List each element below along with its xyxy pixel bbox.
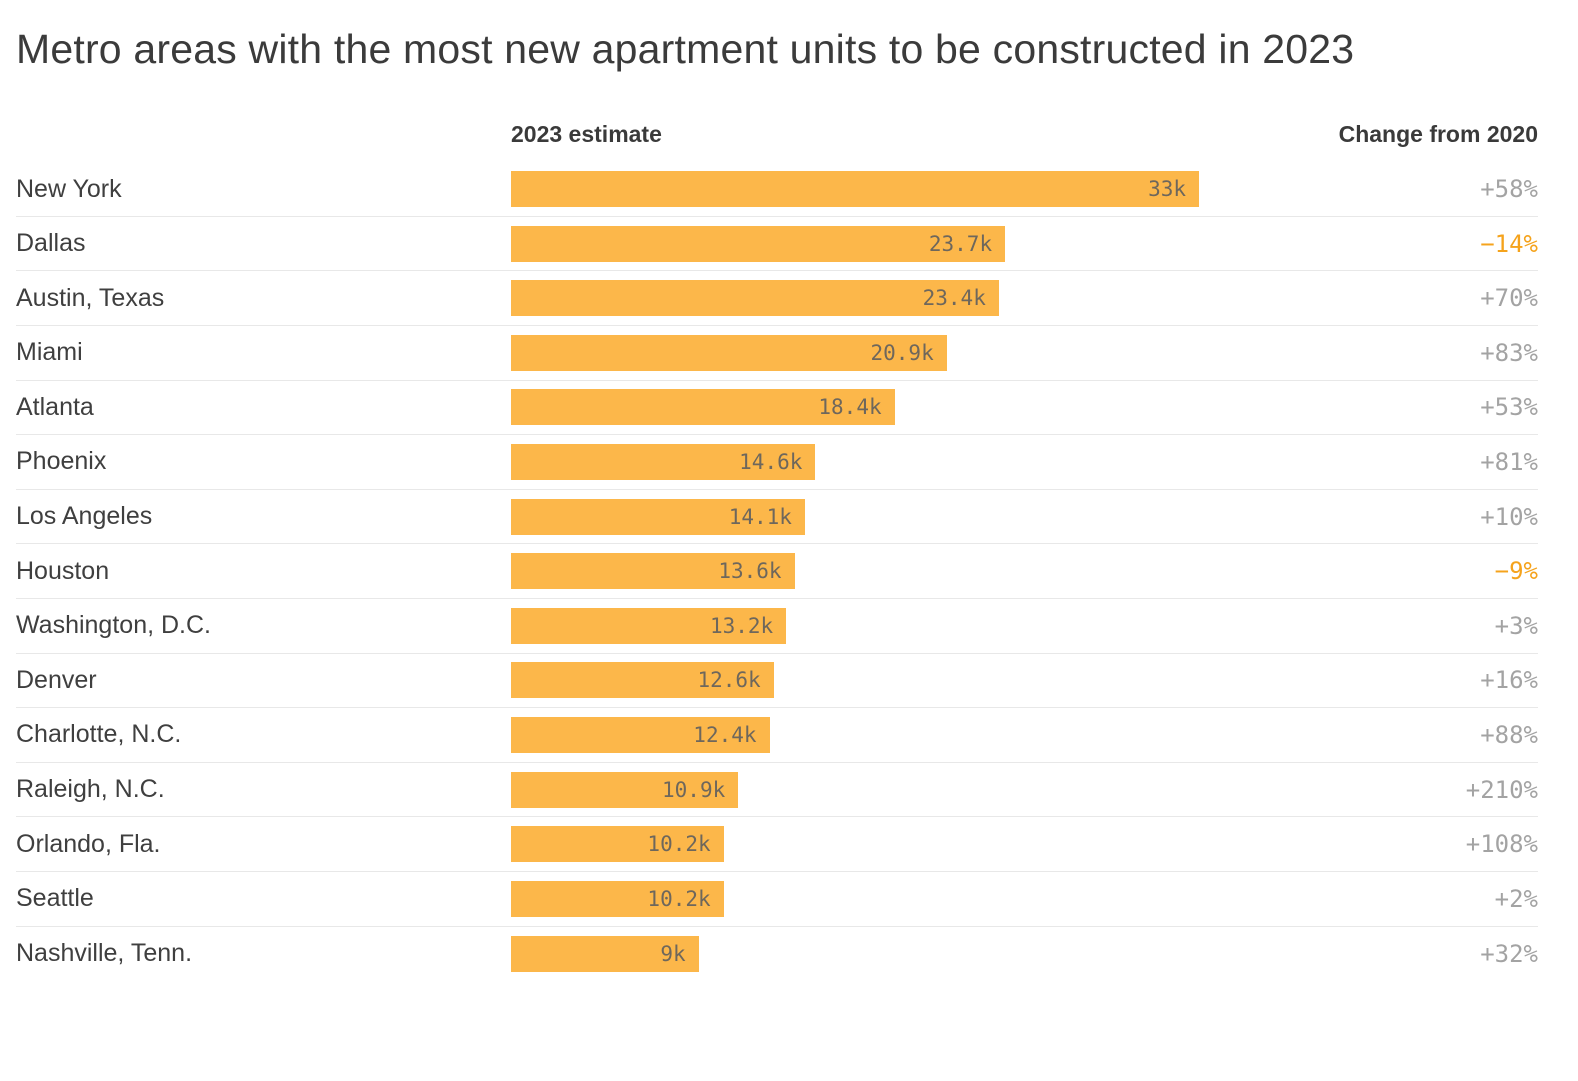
chart-row: Phoenix 14.6k +81% xyxy=(16,435,1538,490)
bar: 18.4k xyxy=(511,389,895,426)
bar-value-label: 23.7k xyxy=(928,231,993,256)
bar-value-label: 23.4k xyxy=(922,286,986,311)
chart-row: Austin, Texas 23.4k +70% xyxy=(16,271,1538,326)
bar-track: 23.7k xyxy=(511,225,1199,262)
chart-row: Dallas 23.7k −14% xyxy=(16,217,1538,272)
change-value: +58% xyxy=(1480,175,1538,204)
row-label: Nashville, Tenn. xyxy=(16,939,193,968)
chart-row: New York 33k +58% xyxy=(16,162,1538,217)
row-label: Dallas xyxy=(16,229,86,258)
change-column-header: Change from 2020 xyxy=(1338,120,1538,147)
bar-value-label: 9k xyxy=(660,941,686,966)
change-value: −9% xyxy=(1494,557,1538,586)
bar: 10.9k xyxy=(511,771,739,808)
bar-value-label: 33k xyxy=(1148,177,1186,202)
row-label: Seattle xyxy=(16,884,94,913)
bar: 13.2k xyxy=(511,607,787,644)
bar-track: 12.4k xyxy=(511,716,1199,753)
bar-value-label: 14.6k xyxy=(739,449,803,474)
row-label: Houston xyxy=(16,556,110,585)
bar: 10.2k xyxy=(511,826,724,863)
bar: 12.6k xyxy=(511,662,774,699)
bar-value-label: 10.2k xyxy=(647,886,711,911)
bar-value-label: 10.9k xyxy=(662,777,726,802)
estimate-column-header: 2023 estimate xyxy=(511,120,662,147)
change-value: −14% xyxy=(1480,229,1538,258)
chart-rows: New York 33k +58% Dallas 23.7k −14% xyxy=(16,162,1538,981)
bar-track: 33k xyxy=(511,171,1199,208)
bar-track: 12.6k xyxy=(511,662,1199,699)
chart-row: Denver 12.6k +16% xyxy=(16,654,1538,709)
bar-track: 13.6k xyxy=(511,553,1199,590)
bar: 33k xyxy=(511,171,1199,208)
row-label: New York xyxy=(16,174,122,203)
change-value: +81% xyxy=(1480,447,1538,476)
chart-row: Seattle 10.2k +2% xyxy=(16,872,1538,927)
row-label: Los Angeles xyxy=(16,502,153,531)
row-label: Orlando, Fla. xyxy=(16,829,161,858)
row-label: Charlotte, N.C. xyxy=(16,720,182,749)
bar-value-label: 18.4k xyxy=(818,395,882,420)
chart-row: Miami 20.9k +83% xyxy=(16,326,1538,381)
change-value: +108% xyxy=(1465,830,1538,859)
bar: 20.9k xyxy=(511,334,947,371)
bar-track: 10.2k xyxy=(511,826,1199,863)
bar: 13.6k xyxy=(511,553,795,590)
bar: 23.4k xyxy=(511,280,999,317)
row-label: Phoenix xyxy=(16,447,107,476)
change-value: +16% xyxy=(1480,666,1538,695)
bar-value-label: 13.6k xyxy=(718,559,782,584)
bar: 14.1k xyxy=(511,498,805,535)
bar-value-label: 12.6k xyxy=(697,668,761,693)
bar-track: 13.2k xyxy=(511,607,1199,644)
row-label: Austin, Texas xyxy=(16,283,165,312)
bar-track: 14.6k xyxy=(511,443,1199,480)
chart-row: Orlando, Fla. 10.2k +108% xyxy=(16,817,1538,872)
bar-value-label: 10.2k xyxy=(647,832,711,857)
bar-track: 18.4k xyxy=(511,389,1199,426)
bar-value-label: 20.9k xyxy=(870,340,934,365)
row-label: Washington, D.C. xyxy=(16,611,211,640)
bar-track: 9k xyxy=(511,935,1199,972)
row-label: Atlanta xyxy=(16,392,94,421)
bar: 10.2k xyxy=(511,880,724,917)
change-value: +3% xyxy=(1494,611,1538,640)
row-label: Raleigh, N.C. xyxy=(16,775,165,804)
bar-track: 23.4k xyxy=(511,280,1199,317)
bar-track: 14.1k xyxy=(511,498,1199,535)
change-value: +2% xyxy=(1494,884,1538,913)
row-label: Miami xyxy=(16,338,83,367)
bar: 23.7k xyxy=(511,225,1006,262)
chart-row: Raleigh, N.C. 10.9k +210% xyxy=(16,763,1538,818)
chart-row: Washington, D.C. 13.2k +3% xyxy=(16,599,1538,654)
bar-track: 10.2k xyxy=(511,880,1199,917)
chart-row: Houston 13.6k −9% xyxy=(16,544,1538,599)
change-value: +53% xyxy=(1480,393,1538,422)
row-label: Denver xyxy=(16,665,97,694)
bar-value-label: 12.4k xyxy=(693,722,757,747)
bar-value-label: 14.1k xyxy=(728,504,792,529)
change-value: +70% xyxy=(1480,284,1538,313)
change-value: +10% xyxy=(1480,502,1538,531)
change-value: +83% xyxy=(1480,338,1538,367)
bar: 14.6k xyxy=(511,443,816,480)
bar-track: 10.9k xyxy=(511,771,1199,808)
bar: 12.4k xyxy=(511,716,770,753)
chart-row: Nashville, Tenn. 9k +32% xyxy=(16,927,1538,982)
change-value: +88% xyxy=(1480,720,1538,749)
bar-value-label: 13.2k xyxy=(709,613,774,638)
chart-row: Atlanta 18.4k +53% xyxy=(16,381,1538,436)
change-value: +32% xyxy=(1480,939,1538,968)
chart-row: Los Angeles 14.1k +10% xyxy=(16,490,1538,545)
chart-title: Metro areas with the most new apartment … xyxy=(16,26,1355,72)
change-value: +210% xyxy=(1465,775,1538,804)
column-headers: 2023 estimate Change from 2020 xyxy=(16,118,1538,150)
chart-row: Charlotte, N.C. 12.4k +88% xyxy=(16,708,1538,763)
bar: 9k xyxy=(511,935,699,972)
bar-track: 20.9k xyxy=(511,334,1199,371)
